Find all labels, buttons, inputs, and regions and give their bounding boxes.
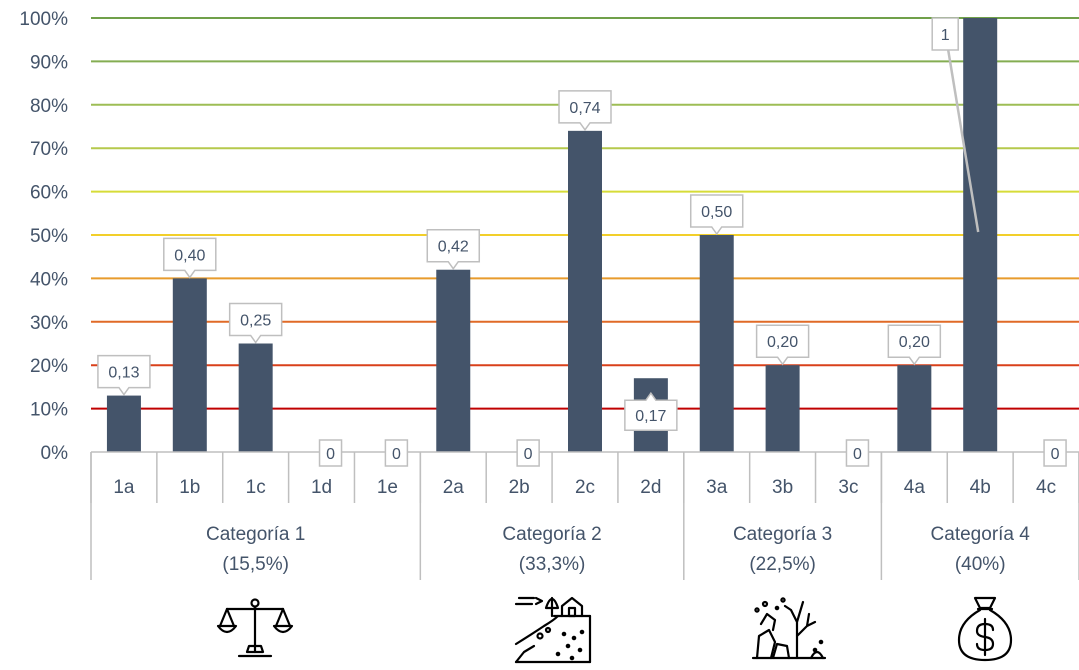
x-tick-label: 3c: [838, 477, 858, 498]
bar-2a: [436, 269, 471, 452]
category-icons: [216, 596, 1013, 664]
data-label-4b: 1: [931, 17, 959, 51]
y-tick-label: 70%: [30, 139, 68, 160]
group-name-label: Categoría 3: [733, 524, 832, 545]
x-tick-label: 1e: [377, 477, 398, 498]
axes: 0% 10% 20% 30% 40% 50% 60% 70% 80% 90% 100% 1a 1b 1c 1…: [19, 9, 1079, 580]
y-tick-label: 100%: [19, 9, 68, 30]
svg-text:0: 0: [326, 446, 335, 463]
bar-1c: [238, 343, 273, 452]
group-weight-label: (40%): [955, 554, 1006, 575]
y-tick-label: 30%: [30, 313, 68, 334]
svg-text:0,40: 0,40: [174, 247, 205, 264]
data-label-2d: 0,17: [624, 391, 678, 431]
data-labels: 0,13 0,40 0,25 0 0 0,42 0 0,74 0,17 0,50 0,20 0 0,20…: [97, 17, 1067, 467]
data-label-1e: 0: [384, 439, 409, 467]
data-label-3b: 0,20: [755, 324, 810, 366]
leader-line: [946, 49, 980, 233]
svg-text:0,17: 0,17: [635, 408, 666, 425]
y-tick-label: 80%: [30, 96, 68, 117]
landslide-erosion-icon: [514, 596, 592, 664]
bar-3b: [765, 365, 800, 452]
group-name-label: Categoría 1: [206, 524, 305, 545]
svg-text:0,13: 0,13: [108, 365, 139, 382]
svg-text:0,20: 0,20: [767, 334, 798, 351]
x-tick-label: 1d: [311, 477, 332, 498]
group-weight-label: (22,5%): [749, 554, 816, 575]
bars: [106, 18, 998, 452]
data-label-1b: 0,40: [163, 237, 217, 279]
svg-text:0,42: 0,42: [438, 239, 469, 256]
y-tick-label: 60%: [30, 183, 68, 204]
svg-text:0,50: 0,50: [701, 204, 732, 221]
data-label-1c: 0,25: [228, 302, 283, 344]
scales-of-justice-icon: [216, 598, 294, 658]
svg-text:0: 0: [392, 446, 401, 463]
svg-text:0: 0: [1051, 446, 1060, 463]
y-tick-label: 90%: [30, 52, 68, 73]
x-tick-label: 1b: [179, 477, 200, 498]
bar-4b: [963, 18, 998, 452]
data-label-3c: 0: [845, 439, 870, 467]
x-tick-label: 4c: [1036, 477, 1056, 498]
bar-2c: [568, 130, 602, 452]
data-label-4a: 0,20: [887, 324, 942, 366]
bar-1a: [106, 395, 141, 452]
svg-text:0,74: 0,74: [569, 100, 600, 117]
svg-text:0: 0: [853, 446, 862, 463]
x-tick-label: 4b: [970, 477, 991, 498]
svg-text:0: 0: [524, 446, 533, 463]
data-label-1a: 0,13: [97, 354, 151, 396]
data-label-3a: 0,50: [689, 194, 744, 236]
y-tick-label: 40%: [30, 269, 68, 290]
data-label-2a: 0,42: [426, 228, 481, 271]
group-weight-label: (33,3%): [519, 554, 586, 575]
x-tick-label: 2d: [640, 477, 661, 498]
coral-reef-ecosystem-icon: [751, 597, 827, 660]
data-label-2b: 0: [516, 439, 540, 467]
bar-3a: [699, 235, 734, 452]
bar-1b: [172, 278, 207, 452]
x-tick-label: 3b: [772, 477, 793, 498]
y-tick-label: 20%: [30, 356, 68, 377]
x-tick-label: 1c: [246, 477, 266, 498]
svg-text:0,25: 0,25: [240, 313, 271, 330]
data-label-1d: 0: [318, 439, 343, 467]
x-tick-label: 3a: [706, 477, 728, 498]
y-tick-label: 10%: [30, 400, 68, 421]
x-tick-label: 2a: [443, 477, 465, 498]
x-tick-label: 4a: [904, 477, 926, 498]
x-tick-label: 2b: [509, 477, 530, 498]
group-weight-label: (15,5%): [222, 554, 289, 575]
y-tick-label: 0%: [41, 443, 69, 464]
svg-text:0,20: 0,20: [899, 334, 930, 351]
data-label-4c: 0: [1043, 439, 1067, 467]
x-tick-label: 2c: [575, 477, 595, 498]
bar-4a: [897, 365, 932, 452]
y-tick-label: 50%: [30, 226, 68, 247]
group-name-label: Categoría 2: [502, 524, 601, 545]
svg-text:1: 1: [941, 27, 950, 44]
money-bag-icon: [957, 596, 1013, 662]
group-name-label: Categoría 4: [931, 524, 1031, 545]
x-tick-label: 1a: [113, 477, 135, 498]
data-label-2c: 0,74: [558, 90, 612, 132]
